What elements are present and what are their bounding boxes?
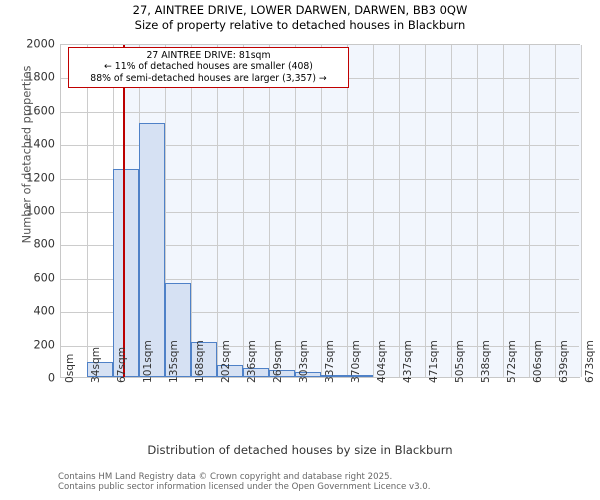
x-tick-label: 67sqm bbox=[115, 346, 128, 383]
histogram-bar bbox=[268, 369, 296, 377]
y-tick-label: 1200 bbox=[26, 171, 55, 185]
histogram-bar bbox=[165, 282, 191, 377]
gridline-vertical bbox=[398, 45, 400, 377]
x-tick-label: 135sqm bbox=[168, 340, 181, 383]
gridline-vertical bbox=[217, 45, 219, 377]
gridline-horizontal bbox=[61, 111, 579, 113]
histogram-bar bbox=[139, 123, 166, 377]
title-line-2: Size of property relative to detached ho… bbox=[134, 18, 466, 32]
x-tick-label: 202sqm bbox=[220, 340, 233, 383]
gridline-vertical bbox=[581, 45, 582, 377]
histogram-bar bbox=[112, 169, 140, 377]
y-tick-label: 1600 bbox=[26, 104, 55, 118]
gridline-vertical bbox=[243, 45, 245, 377]
gridline-vertical bbox=[87, 45, 89, 377]
gridline-vertical bbox=[295, 45, 297, 377]
chart-title: 27, AINTREE DRIVE, LOWER DARWEN, DARWEN,… bbox=[0, 3, 600, 33]
y-axis-title: Number of detached properties bbox=[20, 65, 34, 244]
y-tick-label: 1000 bbox=[26, 204, 55, 218]
x-axis-title: Distribution of detached houses by size … bbox=[147, 443, 453, 457]
gridline-vertical bbox=[502, 45, 504, 377]
x-tick-label: 0sqm bbox=[64, 353, 76, 383]
y-tick-label: 800 bbox=[33, 237, 55, 251]
title-line-1: 27, AINTREE DRIVE, LOWER DARWEN, DARWEN,… bbox=[132, 3, 468, 17]
histogram-bar bbox=[217, 364, 244, 377]
property-size-marker-line bbox=[122, 45, 125, 377]
x-tick-label: 471sqm bbox=[427, 340, 440, 383]
gridline-horizontal bbox=[61, 278, 579, 280]
gridline-horizontal bbox=[61, 145, 579, 147]
gridline-vertical bbox=[529, 45, 531, 377]
gridline-vertical bbox=[424, 45, 426, 377]
gridline-horizontal bbox=[61, 345, 579, 347]
y-tick-label: 1400 bbox=[26, 137, 55, 151]
x-tick-label: 673sqm bbox=[584, 340, 596, 383]
x-tick-label: 236sqm bbox=[246, 340, 259, 383]
annotation-box: 27 AINTREE DRIVE: 81sqm ← 11% of detache… bbox=[68, 47, 349, 89]
gridline-vertical bbox=[554, 45, 556, 377]
histogram-bar bbox=[295, 372, 322, 377]
y-tick-label: 1800 bbox=[26, 70, 55, 84]
x-tick-label: 606sqm bbox=[532, 340, 545, 383]
x-tick-label: 337sqm bbox=[324, 340, 337, 383]
annotation-line-2: ← 11% of detached houses are smaller (40… bbox=[104, 61, 313, 73]
gridline-vertical bbox=[165, 45, 167, 377]
gridline-horizontal bbox=[61, 312, 579, 314]
x-tick-label: 639sqm bbox=[557, 340, 570, 383]
annotation-line-1: 27 AINTREE DRIVE: 81sqm bbox=[146, 50, 271, 61]
gridline-vertical bbox=[476, 45, 478, 377]
histogram-bar bbox=[190, 342, 218, 377]
gridline-vertical bbox=[451, 45, 453, 377]
gridline-horizontal bbox=[61, 178, 579, 180]
y-tick-label: 400 bbox=[33, 304, 55, 318]
y-tick-label: 0 bbox=[47, 371, 55, 385]
footer-line-1: Contains HM Land Registry data © Crown c… bbox=[58, 472, 393, 482]
x-tick-label: 437sqm bbox=[401, 340, 414, 383]
gridline-horizontal bbox=[61, 245, 579, 247]
x-tick-label: 101sqm bbox=[142, 340, 155, 383]
histogram-bar bbox=[87, 361, 113, 377]
x-tick-label: 370sqm bbox=[349, 340, 362, 383]
x-tick-label: 168sqm bbox=[193, 340, 206, 383]
x-tick-label: 269sqm bbox=[271, 340, 284, 383]
gridline-vertical bbox=[373, 45, 375, 377]
x-tick-label: 34sqm bbox=[90, 346, 103, 383]
gridline-horizontal bbox=[61, 212, 579, 213]
highlight-region bbox=[123, 45, 581, 377]
x-tick-label: 538sqm bbox=[479, 340, 492, 383]
x-tick-label: 404sqm bbox=[376, 340, 389, 383]
histogram-bar bbox=[321, 375, 347, 377]
x-tick-label: 572sqm bbox=[505, 340, 518, 383]
histogram-bar bbox=[243, 368, 269, 377]
attribution-footer: Contains HM Land Registry data © Crown c… bbox=[58, 472, 598, 493]
histogram-bar bbox=[346, 375, 374, 377]
y-tick-label: 600 bbox=[33, 271, 55, 285]
gridline-vertical bbox=[268, 45, 270, 377]
footer-line-2: Contains public sector information licen… bbox=[58, 482, 431, 493]
plot-area bbox=[60, 44, 582, 378]
x-tick-label: 303sqm bbox=[298, 340, 311, 383]
y-tick-label: 200 bbox=[33, 338, 55, 352]
gridline-vertical bbox=[346, 45, 348, 377]
x-tick-label: 505sqm bbox=[454, 340, 467, 383]
gridline-vertical bbox=[190, 45, 192, 377]
y-tick-label: 2000 bbox=[26, 37, 55, 51]
annotation-line-3: 88% of semi-detached houses are larger (… bbox=[90, 72, 327, 84]
gridline-vertical bbox=[321, 45, 323, 377]
